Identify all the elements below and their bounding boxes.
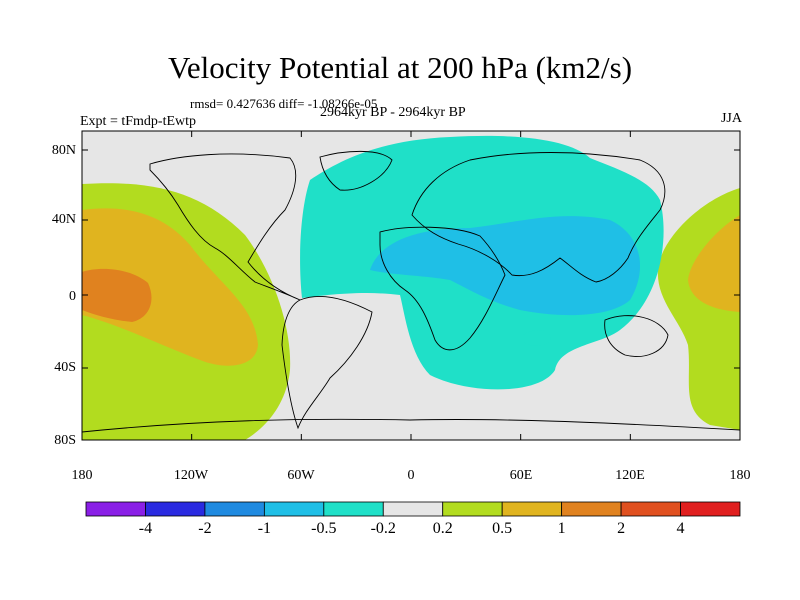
lat-label-40s: 40S — [54, 360, 76, 375]
season-label: JJA — [720, 111, 742, 126]
map-title: Velocity Potential at 200 hPa (km2/s) — [167, 50, 633, 85]
indian-ocean-gap — [523, 329, 551, 346]
colorbar-label: 0.2 — [432, 520, 453, 537]
colorbar-swatch — [323, 501, 384, 517]
eastern-cyan-region — [370, 216, 641, 316]
colorbar-label: 2 — [617, 520, 626, 537]
lon-label-120w: 120W — [173, 468, 209, 483]
colorbar-swatch — [620, 501, 681, 517]
lat-label-80s: 80S — [54, 433, 76, 448]
colorbar-swatch — [680, 501, 741, 517]
lat-label-0: 0 — [69, 289, 76, 304]
lat-label-80n: 80N — [51, 143, 76, 158]
antarctica-coast — [82, 418, 740, 433]
australia-coast — [604, 315, 669, 357]
experiment-label: Expt = tFmdp-tEwtp — [80, 114, 197, 129]
north-america-coast — [149, 153, 301, 301]
lon-label-0: 0 — [407, 468, 415, 483]
africa-coast — [379, 226, 506, 351]
colorbar-swatch — [263, 501, 325, 517]
colorbar-swatch — [204, 501, 265, 517]
lon-label-60w: 60W — [287, 468, 315, 483]
greenland-coast — [319, 150, 393, 191]
colorbar-label: -0.5 — [311, 520, 337, 537]
lon-label-120e: 120E — [615, 468, 645, 483]
colorbar-swatch — [382, 501, 444, 517]
colorbar-swatch — [145, 501, 206, 517]
pacific-dark-orange-region — [82, 268, 152, 322]
stats-label: rmsd= 0.427636 diff= -1.08266e-05 — [190, 96, 378, 111]
colorbar-swatch — [85, 501, 146, 517]
colorbar-label: 0.5 — [492, 520, 513, 537]
lon-label-60e: 60E — [509, 468, 533, 483]
south-america-coast — [281, 295, 373, 430]
axis-ticks — [81, 131, 741, 441]
colorbar — [85, 501, 741, 517]
lon-label-180e: 180 — [729, 468, 751, 483]
colorbar-label: -1 — [257, 520, 272, 537]
lat-label-40n: 40N — [51, 212, 76, 227]
colorbar-swatch — [442, 501, 503, 517]
colorbar-swatch — [561, 501, 622, 517]
lon-label-180w: 180 — [71, 468, 93, 483]
colorbar-label: 4 — [676, 520, 685, 537]
colorbar-label: -2 — [198, 520, 212, 537]
colorbar-swatch — [501, 501, 563, 517]
colorbar-label: -4 — [138, 520, 153, 537]
eurasia-coast — [411, 152, 666, 283]
east-pacific-orange-region — [688, 215, 740, 312]
colorbar-label: 1 — [557, 520, 566, 537]
colorbar-label: -0.2 — [370, 520, 396, 537]
pacific-orange-region — [82, 208, 258, 366]
period-label: 2964kyr BP - 2964kyr BP — [320, 105, 466, 120]
coastlines — [82, 150, 740, 433]
